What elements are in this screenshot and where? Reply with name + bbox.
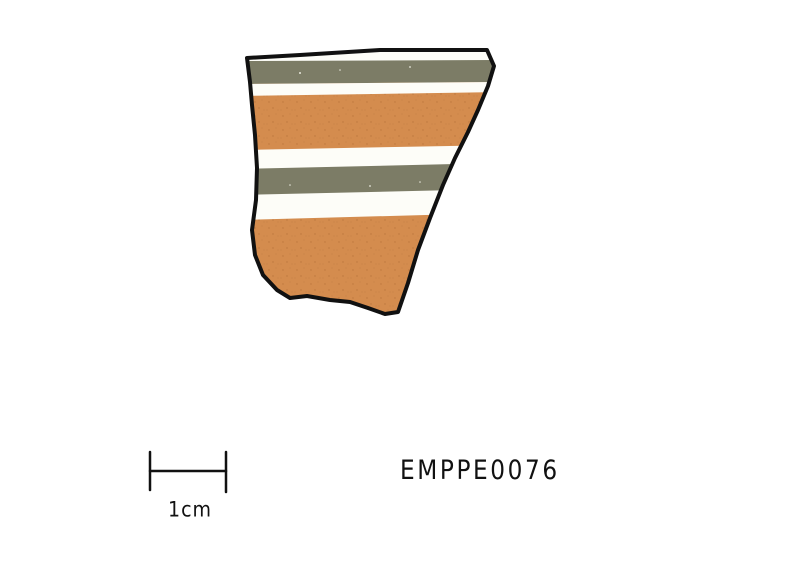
light-band-2 — [247, 145, 494, 170]
scale-bar — [148, 450, 228, 494]
specimen-id-label: EMPPE0076 — [400, 455, 560, 486]
fleck — [339, 69, 341, 71]
rim-light-band — [247, 50, 494, 62]
light-band-1 — [247, 82, 494, 96]
dark-band-middle — [247, 163, 494, 196]
sherd-outline — [245, 48, 496, 316]
fleck — [409, 66, 411, 68]
fleck — [289, 184, 291, 186]
fleck — [299, 72, 301, 74]
fleck — [369, 185, 371, 187]
dark-band-top — [247, 60, 494, 84]
fleck — [419, 181, 421, 183]
scale-bar-label: 1cm — [168, 498, 213, 523]
